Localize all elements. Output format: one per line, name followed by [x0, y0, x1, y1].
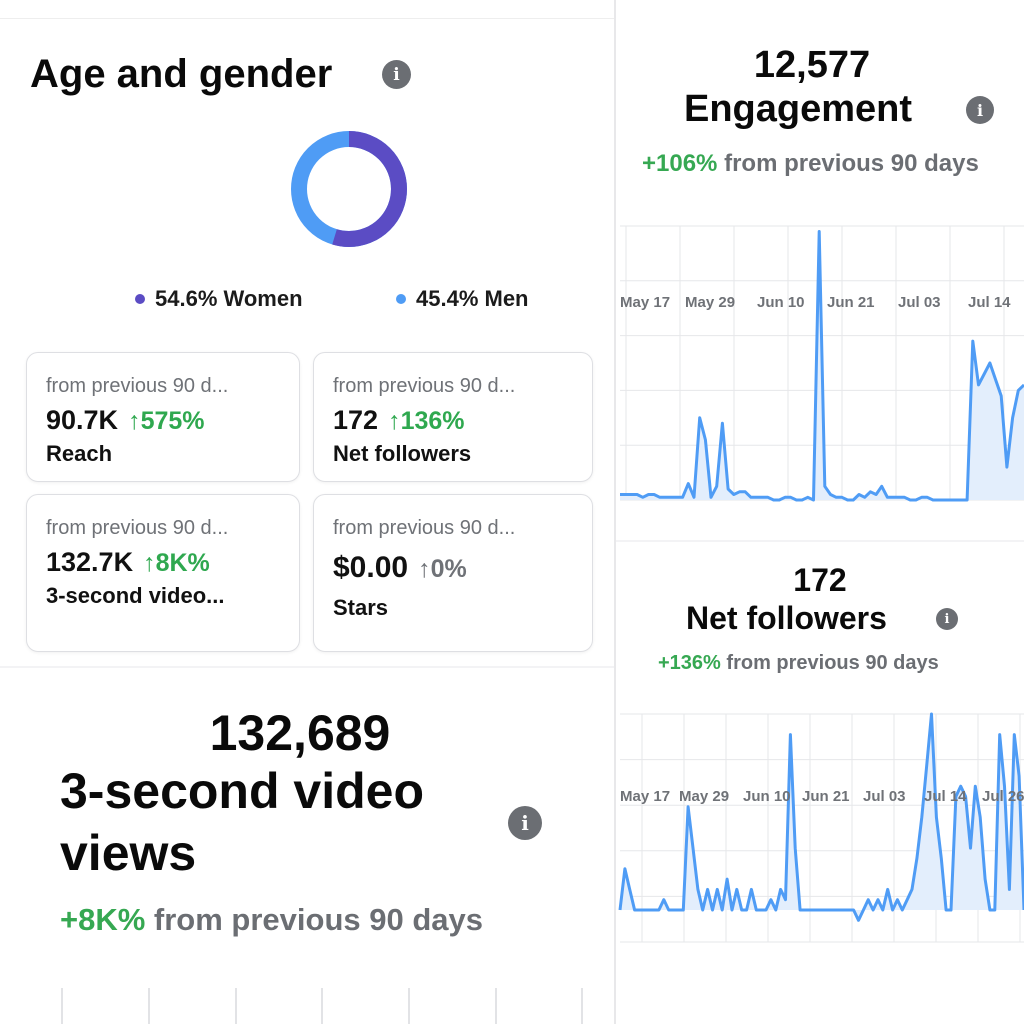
net-followers-title: Net followers [686, 600, 887, 636]
x-tick-label: May 17 [620, 294, 671, 311]
men-dot [396, 294, 406, 304]
card-change: ↑575% [128, 407, 205, 435]
card-value-text: 172 [333, 405, 379, 435]
divider [0, 666, 614, 668]
divider [616, 540, 1024, 542]
engagement-panel: 12,577 Engagement i +106% from previous … [616, 0, 1024, 540]
metric-card-video-views[interactable]: from previous 90 d... 132.7K ↑8K% 3-secon… [26, 494, 300, 652]
series-line [618, 712, 1024, 922]
card-value: 132.7K ↑8K% [46, 547, 210, 578]
card-change: ↑136% [388, 407, 465, 435]
video-views-value: 132,689 [209, 705, 391, 761]
change-percent: +8K% [60, 902, 146, 937]
card-value-text: $0.00 [333, 551, 409, 584]
card-subtitle: from previous 90 d... [46, 375, 229, 397]
x-tick-label: Jul 03 [898, 294, 941, 311]
metric-card-stars[interactable]: from previous 90 d... $0.00 ↑0% Stars [313, 494, 593, 652]
x-tick-label: May 17 [620, 788, 671, 805]
card-value: 90.7K ↑575% [46, 405, 205, 436]
women-dot [135, 294, 145, 304]
card-subtitle: from previous 90 d... [46, 517, 229, 539]
engagement-line-chart [620, 225, 1024, 502]
video-views-change: +8K% from previous 90 days [60, 902, 483, 938]
series-line [620, 230, 1024, 502]
engagement-value: 12,577 [753, 44, 871, 86]
legend-women: 54.6% Women [135, 286, 303, 312]
info-icon[interactable]: i [508, 806, 542, 840]
info-icon[interactable]: i [382, 60, 411, 89]
card-change: ↑8K% [143, 549, 210, 577]
age-gender-title: Age and gender [30, 52, 333, 96]
card-label: Stars [333, 595, 389, 620]
x-tick-label: Jun 10 [743, 788, 791, 805]
card-subtitle: from previous 90 d... [333, 375, 516, 397]
card-value-text: 90.7K [46, 405, 119, 435]
metric-card-net-followers[interactable]: from previous 90 d... 172 ↑136% Net follo… [313, 352, 593, 482]
x-tick-label: Jul 26 [982, 788, 1024, 805]
video-views-title-line2: views [60, 825, 197, 881]
gender-donut-chart [291, 131, 407, 247]
net-followers-panel: 172 Net followers i +136% from previous … [616, 542, 1024, 1024]
legend-men: 45.4% Men [396, 286, 529, 312]
chart-gridlines [61, 988, 583, 1024]
x-tick-label: May 29 [685, 294, 736, 311]
x-tick-label: Jul 14 [968, 294, 1011, 311]
card-label: Net followers [333, 441, 472, 466]
card-label: Reach [46, 441, 113, 466]
net-followers-line-chart [618, 712, 1024, 943]
series-area [620, 714, 1024, 921]
net-followers-change: +136% from previous 90 days [658, 652, 939, 675]
video-views-title-line1: 3-second video [60, 763, 424, 819]
card-label: 3-second video... [46, 583, 225, 608]
info-icon[interactable]: i [936, 608, 958, 630]
donut-women-segment [291, 131, 407, 247]
net-followers-value: 172 [793, 562, 847, 598]
change-percent: +136% [658, 652, 721, 674]
video-views-panel: 132,689 3-second video views i +8K% from… [0, 668, 614, 1024]
engagement-change: +106% from previous 90 days [642, 150, 979, 178]
age-gender-panel: Age and gender i 54.6% Women 45.4% Men f… [0, 0, 614, 666]
card-value: $0.00 ↑0% [333, 551, 467, 585]
x-tick-label: Jul 14 [924, 788, 967, 805]
engagement-title: Engagement [684, 88, 913, 130]
card-value: 172 ↑136% [333, 405, 465, 436]
metric-card-reach[interactable]: from previous 90 d... 90.7K ↑575% Reach [26, 352, 300, 482]
legend-men-label: 45.4% Men [416, 286, 529, 311]
divider [0, 18, 614, 19]
card-value-text: 132.7K [46, 547, 134, 577]
info-icon[interactable]: i [966, 96, 994, 124]
card-subtitle: from previous 90 d... [333, 517, 516, 539]
x-tick-label: Jun 21 [802, 788, 850, 805]
x-tick-label: Jun 21 [827, 294, 875, 311]
change-text: from previous 90 days [153, 902, 483, 937]
x-tick-label: Jul 03 [863, 788, 906, 805]
change-text: from previous 90 days [726, 652, 939, 674]
legend-women-label: 54.6% Women [155, 286, 303, 311]
divider [614, 0, 616, 1024]
x-tick-label: Jun 10 [757, 294, 805, 311]
change-percent: +106% [642, 150, 718, 177]
x-tick-label: May 29 [679, 788, 730, 805]
card-change: ↑0% [418, 555, 467, 583]
change-text: from previous 90 days [724, 150, 979, 177]
